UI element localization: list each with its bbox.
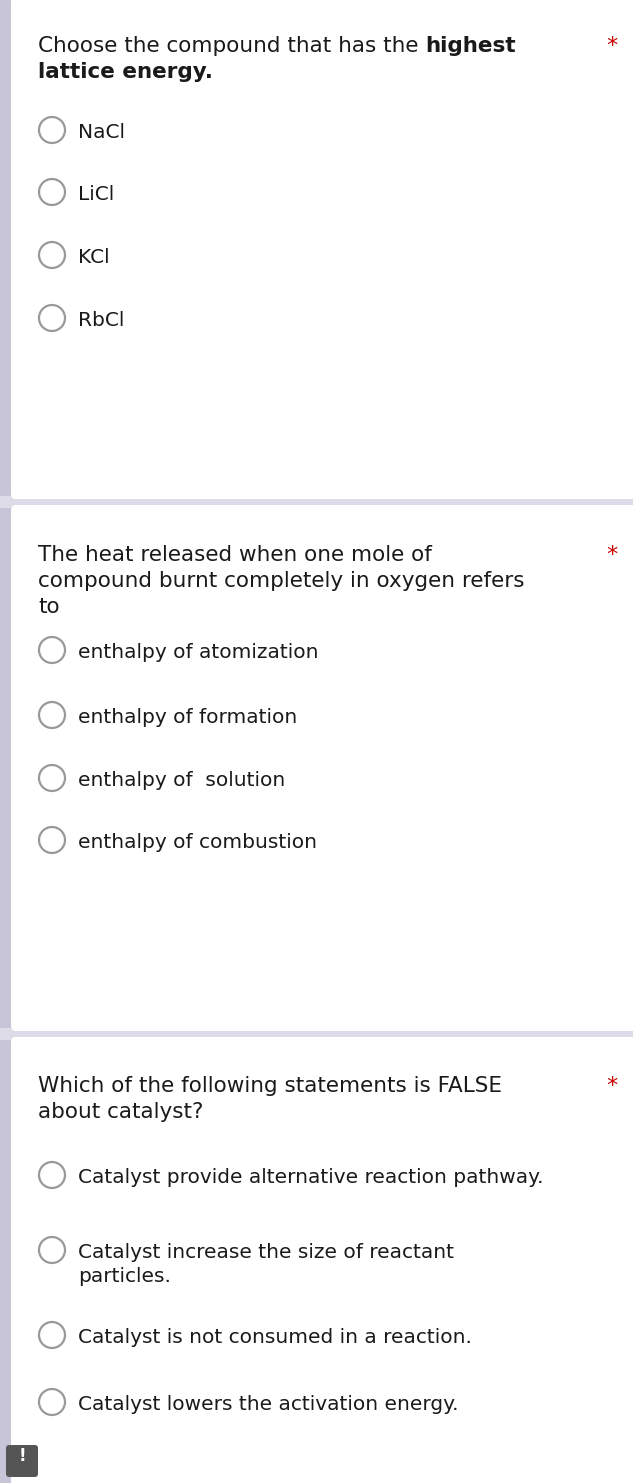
Text: LiCl: LiCl bbox=[78, 185, 114, 205]
Text: *: * bbox=[606, 1077, 617, 1096]
Text: The heat released when one mole of: The heat released when one mole of bbox=[38, 544, 432, 565]
FancyBboxPatch shape bbox=[11, 0, 633, 498]
Text: Catalyst provide alternative reaction pathway.: Catalyst provide alternative reaction pa… bbox=[78, 1169, 544, 1186]
Text: Which of the following statements is FALSE: Which of the following statements is FAL… bbox=[38, 1077, 502, 1096]
Text: Catalyst lowers the activation energy.: Catalyst lowers the activation energy. bbox=[78, 1396, 458, 1413]
Text: KCl: KCl bbox=[78, 248, 110, 267]
Text: RbCl: RbCl bbox=[78, 311, 124, 331]
Text: NaCl: NaCl bbox=[78, 123, 125, 142]
Text: enthalpy of formation: enthalpy of formation bbox=[78, 707, 298, 727]
Text: enthalpy of combustion: enthalpy of combustion bbox=[78, 833, 317, 853]
Text: about catalyst?: about catalyst? bbox=[38, 1102, 203, 1123]
Text: compound burnt completely in oxygen refers: compound burnt completely in oxygen refe… bbox=[38, 571, 525, 592]
FancyBboxPatch shape bbox=[11, 1037, 633, 1483]
FancyBboxPatch shape bbox=[0, 509, 22, 1028]
Text: !: ! bbox=[18, 1447, 26, 1465]
Text: Catalyst is not consumed in a reaction.: Catalyst is not consumed in a reaction. bbox=[78, 1327, 472, 1347]
FancyBboxPatch shape bbox=[11, 506, 633, 1031]
Text: enthalpy of  solution: enthalpy of solution bbox=[78, 771, 285, 790]
Text: Catalyst increase the size of reactant: Catalyst increase the size of reactant bbox=[78, 1243, 454, 1262]
FancyBboxPatch shape bbox=[6, 1444, 38, 1477]
FancyBboxPatch shape bbox=[0, 1040, 22, 1483]
Text: *: * bbox=[606, 36, 617, 56]
Text: Choose the compound that has the: Choose the compound that has the bbox=[38, 36, 425, 56]
Text: lattice energy.: lattice energy. bbox=[38, 62, 213, 82]
Text: to: to bbox=[38, 598, 60, 617]
Text: particles.: particles. bbox=[78, 1266, 171, 1286]
Text: highest: highest bbox=[425, 36, 516, 56]
FancyBboxPatch shape bbox=[0, 0, 22, 495]
Text: *: * bbox=[606, 544, 617, 565]
Text: enthalpy of atomization: enthalpy of atomization bbox=[78, 644, 318, 661]
